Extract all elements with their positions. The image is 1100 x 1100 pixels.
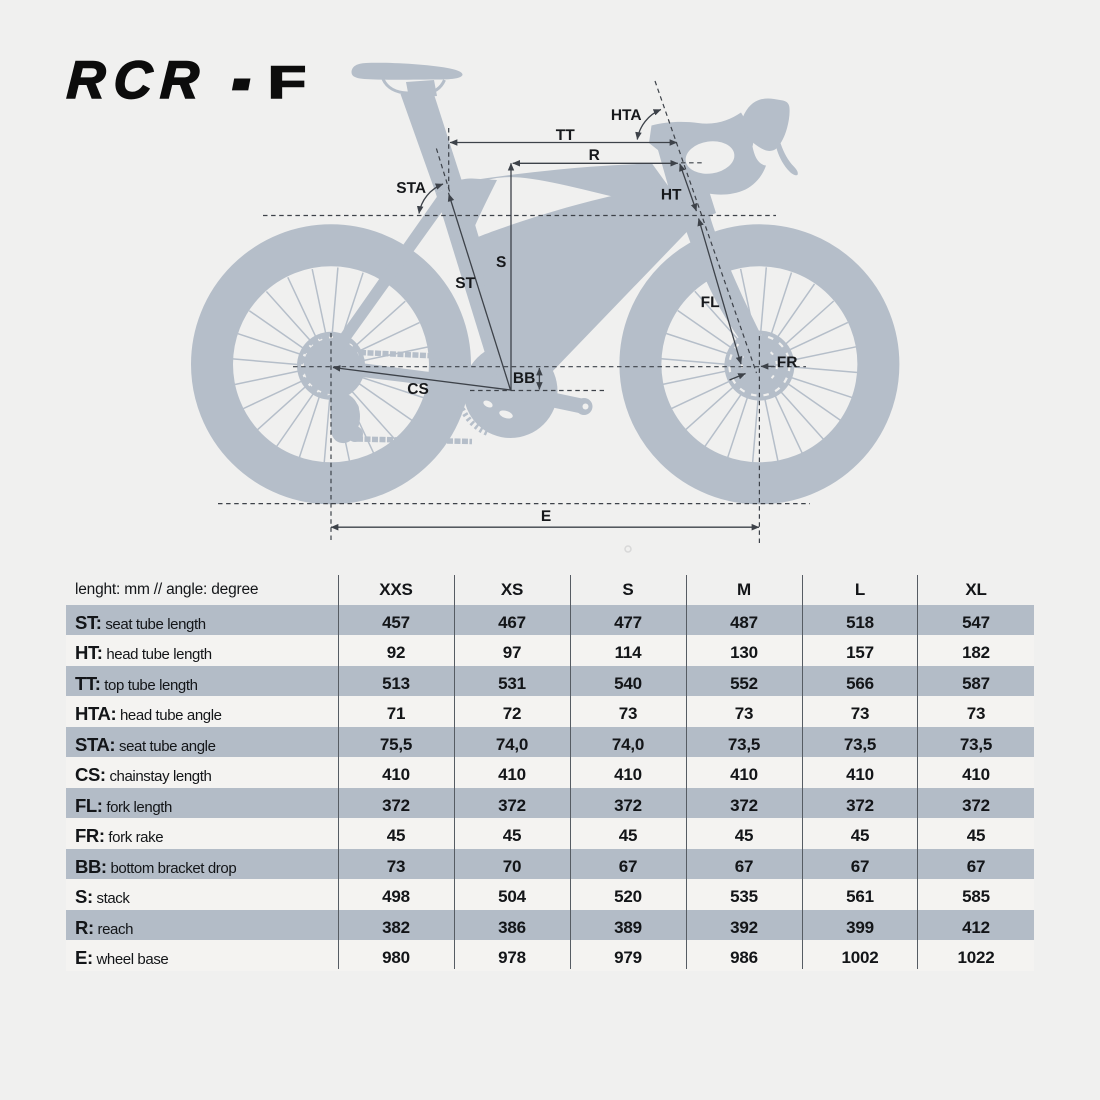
svg-text:BB: BB (513, 370, 535, 387)
svg-text:FL: FL (701, 294, 720, 311)
svg-text:R: R (589, 147, 600, 164)
svg-text:HTA: HTA (611, 107, 642, 124)
svg-text:E: E (541, 508, 551, 525)
svg-text:ST: ST (455, 275, 475, 292)
svg-text:TT: TT (556, 127, 575, 144)
svg-text:S: S (496, 254, 506, 271)
svg-text:STA: STA (396, 180, 426, 197)
svg-text:HT: HT (661, 187, 682, 204)
svg-text:FR: FR (777, 354, 798, 371)
svg-text:CS: CS (407, 381, 429, 398)
